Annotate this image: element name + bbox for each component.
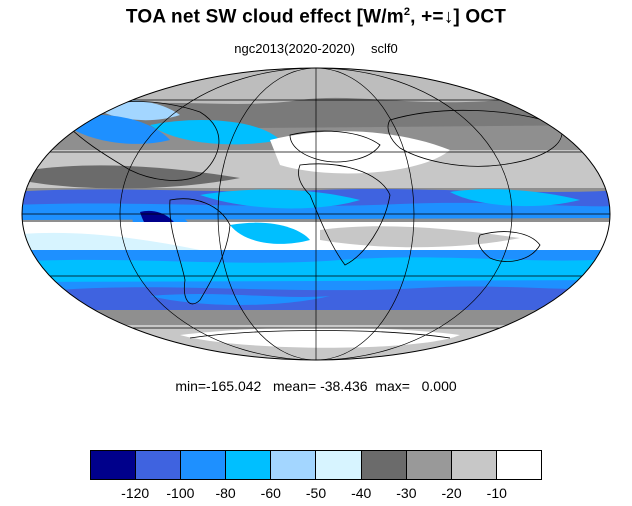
colorbar-tick-label: -10 (486, 485, 507, 501)
colorbar-swatch-5 (316, 451, 362, 479)
colorbar-tick-label: -30 (396, 485, 417, 501)
case-label: ngc2013(2020-2020) (234, 41, 355, 56)
colorbar-swatch-6 (361, 451, 407, 479)
colorbar-swatch-7 (406, 451, 452, 479)
colorbar-swatch-8 (451, 451, 497, 479)
world-map (21, 67, 611, 361)
colorbar-ticks: -120 -100 -80 -60 -50 -40 -30 -20 -10 (90, 485, 542, 503)
map-border (21, 67, 611, 361)
colorbar-tick-label: -40 (351, 485, 372, 501)
map-subtitle: ngc2013(2020-2020) sclf0 (0, 41, 632, 56)
coastlines (59, 101, 563, 339)
colorbar-swatch-3 (226, 451, 272, 479)
colorbar (90, 450, 542, 480)
colorbar-tick-label: -100 (166, 485, 195, 501)
colorbar-tick-label: -20 (441, 485, 462, 501)
stats-line: min=-165.042 mean= -38.436 max= 0.000 (175, 378, 457, 394)
colorbar-tick-label: -50 (305, 485, 327, 501)
colorbar-tick-label: -60 (260, 485, 281, 501)
colorbar-swatch-9 (496, 451, 541, 479)
colorbar-swatch-2 (181, 451, 227, 479)
colorbar-tick-label: -120 (121, 485, 150, 501)
colorbar-swatch-1 (136, 451, 182, 479)
variable-label: sclf0 (370, 41, 398, 56)
graticule (22, 68, 610, 360)
colorbar-swatch-4 (271, 451, 317, 479)
colorbar-swatch-0 (91, 451, 137, 479)
colorbar-tick-label: -80 (215, 485, 236, 501)
cloud-effect-field (22, 68, 610, 360)
map-title: TOA net SW cloud effect [W/m2, +=↓] OCT (125, 6, 507, 28)
